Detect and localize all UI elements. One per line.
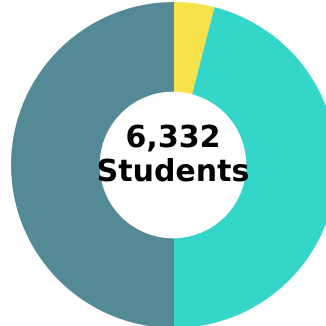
- donut-hole: [99, 91, 247, 239]
- donut-slice-2: [174, 7, 326, 326]
- donut-slice-3: [11, 2, 174, 326]
